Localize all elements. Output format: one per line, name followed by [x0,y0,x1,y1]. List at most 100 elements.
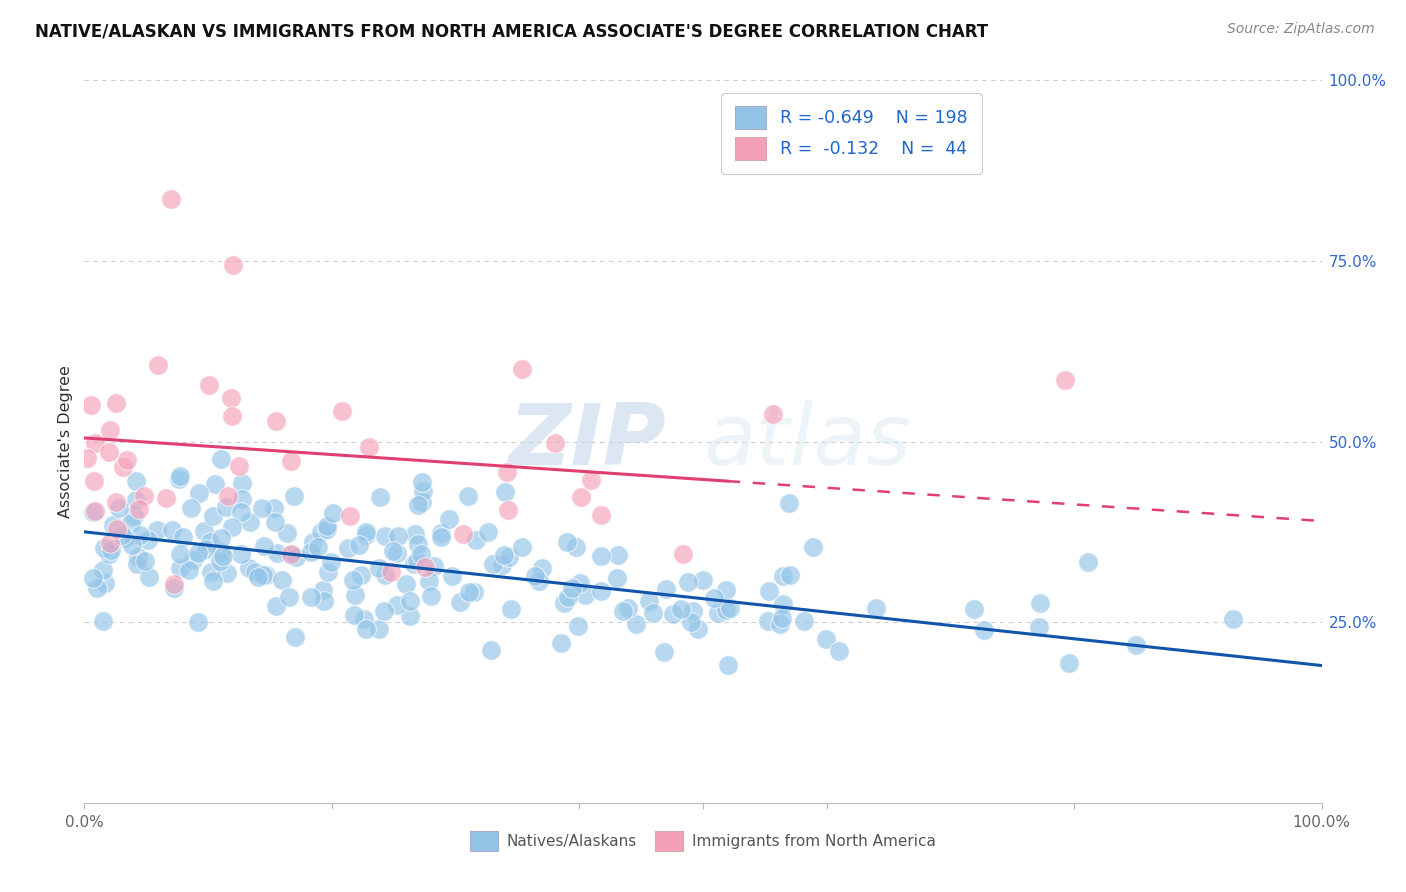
Point [501,602,523,616]
Point [385,546,408,560]
Point [209,554,232,568]
Point [128,502,150,516]
Point [231,547,253,561]
Point [179,563,201,577]
Point [479,643,502,657]
Point [108,500,131,515]
Point [302,534,325,549]
Point [253,539,276,553]
Point [322,507,344,521]
Point [412,483,434,498]
Point [406,536,429,550]
Point [93,541,115,555]
Point [145,523,167,537]
Point [703,591,725,605]
Point [612,604,634,618]
Point [283,489,305,503]
Point [1053,373,1076,387]
Point [963,602,986,616]
Point [350,568,373,582]
Point [134,554,156,568]
Point [204,477,226,491]
Point [252,568,274,582]
Point [125,492,148,507]
Point [387,529,409,543]
Point [779,496,801,510]
Point [163,577,186,591]
Point [280,549,302,563]
Point [155,491,177,506]
Point [245,565,267,579]
Y-axis label: Associate's Degree: Associate's Degree [58,365,73,518]
Point [84,504,107,518]
Point [231,476,253,491]
Point [163,582,186,596]
Point [172,530,194,544]
Point [124,475,146,489]
Point [353,612,375,626]
Point [252,500,274,515]
Point [382,543,405,558]
Point [1059,656,1081,670]
Point [111,459,134,474]
Point [187,615,209,629]
Point [215,566,238,580]
Point [138,570,160,584]
Point [772,598,794,612]
Point [510,361,533,376]
Point [557,590,579,604]
Point [457,489,479,503]
Point [76,450,98,465]
Point [465,533,488,548]
Point [973,624,995,638]
Point [198,377,221,392]
Point [169,547,191,561]
Point [217,489,239,503]
Point [368,490,391,504]
Point [284,549,307,564]
Point [637,594,659,608]
Point [662,607,685,622]
Point [121,537,143,551]
Point [1028,620,1050,634]
Point [359,441,381,455]
Point [86,582,108,596]
Point [591,549,613,563]
Point [82,571,104,585]
Point [120,516,142,530]
Point [229,505,252,519]
Point [419,589,441,603]
Point [669,602,692,616]
Point [266,545,288,559]
Point [411,475,433,490]
Point [201,574,224,588]
Point [672,547,695,561]
Point [555,535,578,549]
Point [222,258,245,272]
Point [315,519,337,533]
Point [717,658,740,673]
Point [354,527,377,541]
Point [482,558,505,572]
Text: Source: ZipAtlas.com: Source: ZipAtlas.com [1227,22,1375,37]
Point [91,614,114,628]
Point [122,508,145,523]
Point [718,600,741,615]
Point [553,596,575,610]
Point [270,573,292,587]
Point [406,554,429,568]
Point [209,452,232,467]
Point [97,445,120,459]
Point [530,561,553,575]
Point [312,582,335,597]
Point [606,548,628,562]
Point [209,531,232,545]
Point [266,414,288,428]
Point [169,560,191,574]
Text: ZIP: ZIP [508,400,666,483]
Point [550,636,572,650]
Point [167,472,190,486]
Point [316,522,339,536]
Point [404,527,426,541]
Point [94,576,117,591]
